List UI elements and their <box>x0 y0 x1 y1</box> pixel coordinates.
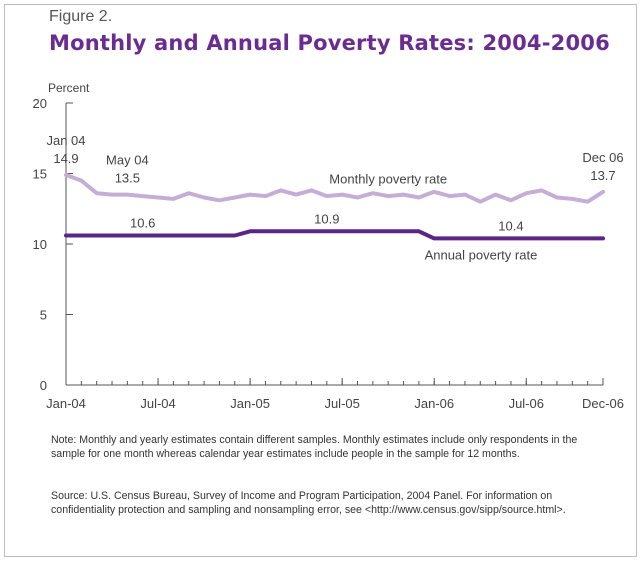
annotation-value: 14.9 <box>53 151 78 166</box>
annotation-value: 10.4 <box>498 218 523 233</box>
chart-source: Source: U.S. Census Bureau, Survey of In… <box>51 490 566 516</box>
x-tick-label: Jul-06 <box>509 396 544 411</box>
annotation-value: 10.9 <box>314 211 339 226</box>
x-tick-label: Jan-04 <box>46 396 86 411</box>
annual-series-label: Annual poverty rate <box>425 248 538 263</box>
annual-rate-line <box>64 229 605 241</box>
monthly-series-label: Monthly poverty rate <box>329 171 447 186</box>
line-chart: Percent 0 5 10 15 20 Jan-04 Jul-04 Jan-05 Jul-05 J… <box>33 81 624 411</box>
annotation-label: Jan 04 <box>46 133 85 148</box>
annotation-value: 13.5 <box>115 171 140 186</box>
x-tick-label: Dec-06 <box>582 396 624 411</box>
figure-frame <box>4 4 637 557</box>
annotation-value: 13.7 <box>590 168 615 183</box>
y-tick-label: 5 <box>40 308 47 323</box>
x-tick-label: Jul-04 <box>140 396 175 411</box>
y-tick-label: 0 <box>40 378 47 393</box>
y-tick-label: 20 <box>33 96 47 111</box>
y-axis-title: Percent <box>48 81 90 95</box>
chart-note: Note: Monthly and yearly estimates conta… <box>51 434 578 460</box>
y-tick-label: 10 <box>33 237 47 252</box>
annotation-label: May 04 <box>106 153 149 168</box>
x-tick-label: Jul-05 <box>324 396 359 411</box>
y-tick-label: 15 <box>33 167 47 182</box>
figure-title: Monthly and Annual Poverty Rates: 2004-2… <box>49 31 610 55</box>
x-tick-label: Jan-05 <box>230 396 270 411</box>
annotation-label: Dec 06 <box>582 150 623 165</box>
x-tick-label: Jan-06 <box>414 396 454 411</box>
annotation-value: 10.6 <box>130 216 155 231</box>
monthly-rate-line <box>64 172 605 204</box>
figure-label: Figure 2. <box>49 8 113 25</box>
